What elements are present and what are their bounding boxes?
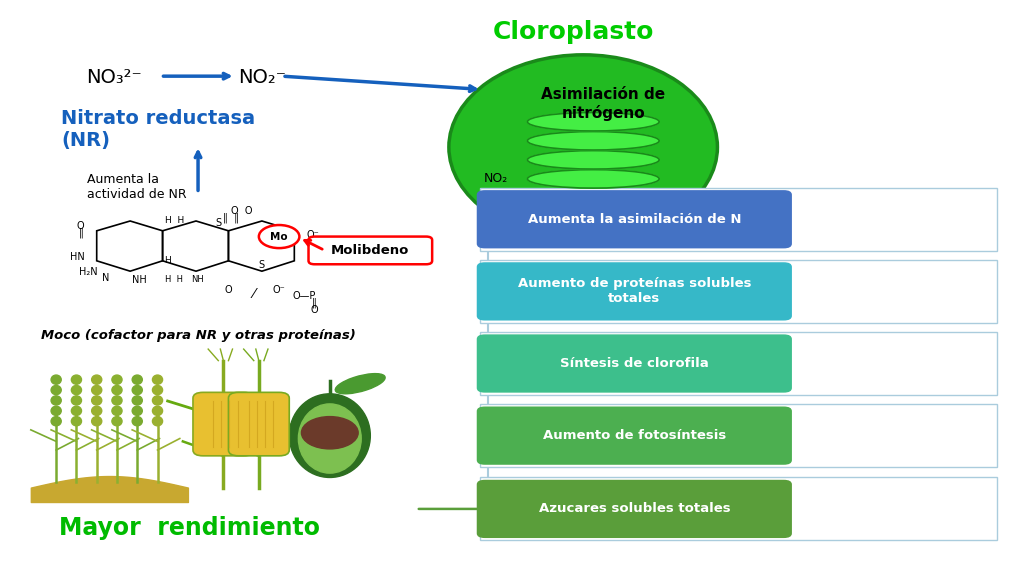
FancyBboxPatch shape [308,237,432,264]
Ellipse shape [289,394,371,478]
Ellipse shape [449,55,718,239]
Text: ‖: ‖ [79,228,84,238]
FancyBboxPatch shape [477,263,792,321]
Text: ‖  ‖: ‖ ‖ [223,213,240,223]
Text: NO₃²⁻: NO₃²⁻ [87,69,142,87]
FancyBboxPatch shape [480,404,996,467]
Text: NH: NH [132,275,146,285]
Text: S: S [259,260,265,271]
Text: Asimilación de
nitrógeno: Asimilación de nitrógeno [542,87,666,121]
FancyBboxPatch shape [477,335,792,392]
Ellipse shape [112,385,122,395]
Ellipse shape [527,113,659,131]
FancyBboxPatch shape [477,190,792,249]
Text: NO₂: NO₂ [483,173,508,185]
Text: Moco (cofactor para NR y otras proteínas): Moco (cofactor para NR y otras proteínas… [41,329,355,342]
Text: Nitrato reductasa
(NR): Nitrato reductasa (NR) [61,109,255,151]
Ellipse shape [91,396,101,405]
Text: H  H: H H [165,275,182,284]
FancyBboxPatch shape [480,332,996,395]
Ellipse shape [527,170,659,188]
Ellipse shape [91,406,101,415]
Ellipse shape [51,385,61,395]
Circle shape [301,417,358,449]
Ellipse shape [112,417,122,426]
Text: Molibdeno: Molibdeno [331,244,410,257]
Ellipse shape [72,417,82,426]
Text: H₂N: H₂N [80,267,98,278]
Ellipse shape [132,406,142,415]
Ellipse shape [51,417,61,426]
Ellipse shape [72,406,82,415]
FancyBboxPatch shape [477,406,792,465]
Ellipse shape [153,396,163,405]
Ellipse shape [72,375,82,384]
Ellipse shape [132,375,142,384]
Ellipse shape [298,404,361,473]
Text: O: O [77,221,85,231]
FancyBboxPatch shape [480,188,996,250]
Ellipse shape [153,406,163,415]
Text: Aumento de fotosíntesis: Aumento de fotosíntesis [543,429,726,442]
Ellipse shape [132,396,142,405]
Ellipse shape [132,417,142,426]
Text: ‖: ‖ [312,298,317,308]
Ellipse shape [112,375,122,384]
FancyBboxPatch shape [228,392,289,456]
Text: Aumenta la asimilación de N: Aumenta la asimilación de N [527,213,741,226]
FancyBboxPatch shape [480,260,996,323]
Text: ⁄: ⁄ [253,287,255,301]
Text: Cloroplasto: Cloroplasto [493,20,653,44]
FancyBboxPatch shape [480,478,996,540]
Text: Síntesis de clorofila: Síntesis de clorofila [560,357,709,370]
Ellipse shape [527,151,659,169]
Ellipse shape [51,406,61,415]
Ellipse shape [132,385,142,395]
Text: N: N [101,273,110,283]
Text: O⁻: O⁻ [306,230,319,241]
Ellipse shape [335,373,385,394]
Ellipse shape [112,396,122,405]
Text: Azucares solubles totales: Azucares solubles totales [539,503,730,515]
Ellipse shape [51,396,61,405]
Ellipse shape [153,417,163,426]
Ellipse shape [91,417,101,426]
Ellipse shape [153,385,163,395]
Ellipse shape [91,375,101,384]
Text: O  O: O O [230,205,252,216]
Text: O: O [224,284,232,295]
Ellipse shape [153,375,163,384]
Text: Mo: Mo [270,231,288,242]
Text: Aumento de proteínas solubles
totales: Aumento de proteínas solubles totales [517,278,751,305]
Text: O: O [310,305,318,315]
FancyBboxPatch shape [193,392,254,456]
Text: NO₂⁻: NO₂⁻ [239,69,287,87]
Text: Mayor  rendimiento: Mayor rendimiento [59,516,321,540]
Text: NH: NH [190,275,204,284]
Ellipse shape [91,385,101,395]
Text: O⁻: O⁻ [272,284,285,295]
Ellipse shape [51,375,61,384]
Ellipse shape [527,132,659,150]
Circle shape [259,225,299,248]
Text: S: S [215,218,221,228]
Ellipse shape [112,406,122,415]
Text: O—P: O—P [292,291,315,301]
Text: Aumenta la
actividad de NR: Aumenta la actividad de NR [87,173,186,201]
Ellipse shape [72,396,82,405]
Text: HN: HN [70,252,85,262]
FancyBboxPatch shape [477,480,792,538]
Ellipse shape [72,385,82,395]
Text: H  H: H H [165,216,184,226]
Text: H: H [165,256,171,265]
